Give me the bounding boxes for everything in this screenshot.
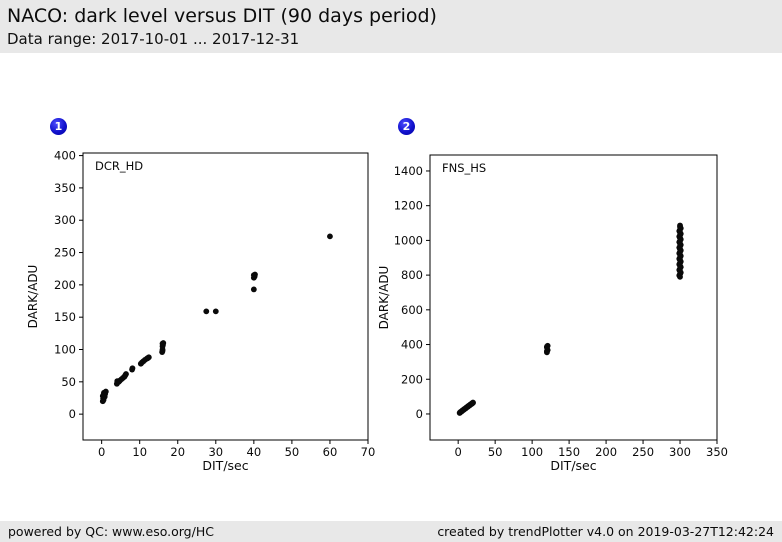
y-tick-label: 150 xyxy=(54,310,76,324)
x-tick-label: 350 xyxy=(706,445,728,459)
y-tick-label: 400 xyxy=(54,149,76,163)
y-tick-label: 1200 xyxy=(394,199,423,213)
y-tick-label: 250 xyxy=(54,246,76,260)
y-tick-label: 200 xyxy=(54,278,76,292)
page-title: NACO: dark level versus DIT (90 days per… xyxy=(7,5,437,27)
x-tick-label: 0 xyxy=(455,445,462,459)
footer-powered-by: powered by QC: www.eso.org/HC xyxy=(8,524,214,539)
data-point xyxy=(677,222,683,229)
y-tick-label: 400 xyxy=(401,338,423,352)
y-tick-label: 100 xyxy=(54,343,76,357)
y-axis-label: DARK/ADU xyxy=(26,265,40,329)
y-axis-label: DARK/ADU xyxy=(377,266,391,330)
data-point xyxy=(250,286,257,293)
plot-2-index-badge[interactable]: 2 xyxy=(398,118,415,135)
axes-frame xyxy=(82,152,369,441)
data-point xyxy=(145,354,152,361)
x-tick-label: 0 xyxy=(98,445,105,459)
data-point xyxy=(129,365,136,372)
x-tick-label: 150 xyxy=(558,445,580,459)
data-point xyxy=(160,340,167,346)
y-tick-label: 1400 xyxy=(394,164,423,178)
x-tick-label: 20 xyxy=(170,445,185,459)
plot-1-index-badge[interactable]: 1 xyxy=(50,118,67,135)
data-point xyxy=(252,271,258,278)
x-axis-label: DIT/sec xyxy=(202,458,248,473)
y-tick-label: 600 xyxy=(401,303,423,317)
x-tick-label: 10 xyxy=(132,445,147,459)
plot-1-axes: 0 10 20 30 40 50 60 70 0 50 100 150 200 250 300 350 400 D… xyxy=(26,149,375,473)
y-tick-label: 1000 xyxy=(394,233,423,247)
y-tick-label: 0 xyxy=(416,407,423,421)
y-tick-label: 200 xyxy=(401,372,423,386)
data-point xyxy=(212,308,219,315)
y-tick-label: 50 xyxy=(61,375,76,389)
x-tick-label: 50 xyxy=(488,445,503,459)
x-tick-label: 300 xyxy=(669,445,691,459)
y-tick-label: 0 xyxy=(69,407,76,421)
x-tick-label: 100 xyxy=(521,445,543,459)
y-tick-label: 300 xyxy=(54,213,76,227)
data-point xyxy=(544,342,551,349)
x-tick-label: 250 xyxy=(632,445,654,459)
x-tick-label: 70 xyxy=(361,445,376,459)
data-point xyxy=(100,391,107,398)
series-label: DCR_HD xyxy=(95,159,143,173)
date-range: Data range: 2017-10-01 ... 2017-12-31 xyxy=(7,29,300,48)
plot-2-axes: 0 50 100 150 200 250 300 350 0 200 400 600 800 1000 12… xyxy=(377,154,728,473)
data-point xyxy=(327,233,333,240)
data-point xyxy=(203,308,210,315)
footer: powered by QC: www.eso.org/HC created by… xyxy=(0,521,782,542)
x-tick-label: 50 xyxy=(285,445,300,459)
data-point xyxy=(123,371,129,377)
series-label: FNS_HS xyxy=(442,161,486,175)
x-tick-label: 60 xyxy=(323,445,338,459)
axes-frame xyxy=(429,154,718,441)
y-tick-label: 350 xyxy=(54,181,76,195)
header: NACO: dark level versus DIT (90 days per… xyxy=(0,0,782,53)
x-tick-label: 30 xyxy=(208,445,223,459)
y-tick-label: 800 xyxy=(401,268,423,282)
data-point xyxy=(470,399,476,406)
x-tick-label: 40 xyxy=(247,445,262,459)
footer-created-by: created by trendPlotter v4.0 on 2019-03-… xyxy=(437,524,774,539)
x-axis-label: DIT/sec xyxy=(550,458,596,473)
x-tick-label: 200 xyxy=(595,445,617,459)
